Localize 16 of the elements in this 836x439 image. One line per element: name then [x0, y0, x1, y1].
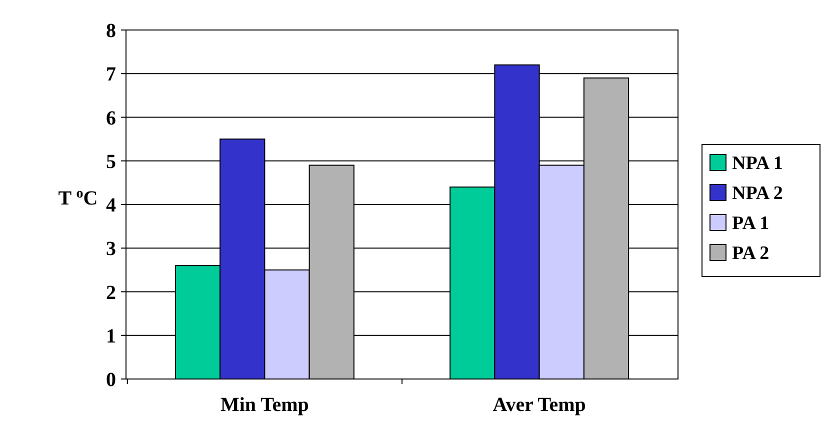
x-tick-label: Aver Temp — [492, 394, 586, 416]
y-tick-label: 1 — [106, 325, 116, 348]
y-tick-label: 8 — [106, 20, 116, 42]
y-tick-label: 2 — [106, 282, 116, 304]
legend-label: PA 2 — [732, 243, 770, 264]
y-tick-label: 6 — [106, 107, 116, 130]
legend-label: NPA 1 — [732, 153, 783, 174]
y-tick-label: 5 — [106, 150, 116, 173]
y-tick-label: 0 — [106, 369, 116, 391]
legend-label: NPA 2 — [732, 183, 783, 204]
x-tick-label: Min Temp — [220, 394, 309, 416]
y-tick-label: 4 — [106, 194, 116, 216]
y-axis-title: T $^{o}$C — [58, 186, 98, 210]
y-tick-label: 7 — [106, 64, 116, 86]
y-tick-label: 3 — [106, 238, 116, 260]
legend-label: PA 1 — [732, 213, 770, 234]
